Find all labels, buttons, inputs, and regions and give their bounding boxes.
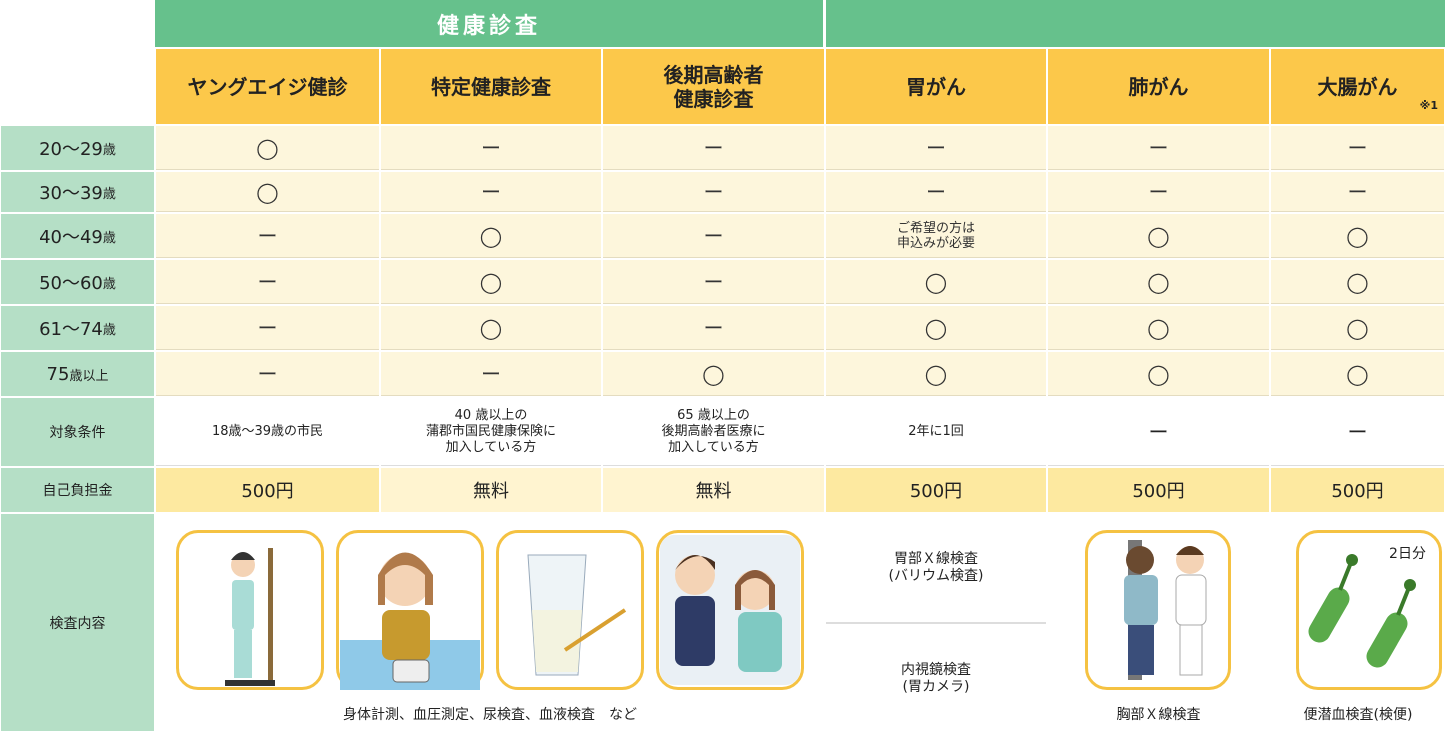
row-label: 50〜60 歳 xyxy=(1,260,154,304)
caption: 身体計測、血圧測定、尿検査、血液検査 など xyxy=(343,707,637,723)
cell: ◯ xyxy=(1048,260,1269,304)
cell: ◯ xyxy=(603,352,824,396)
cell: 無料 xyxy=(381,468,601,512)
age-unit: 歳 xyxy=(102,322,116,338)
age: 40〜49 xyxy=(39,227,103,248)
cell: ◯ xyxy=(1048,214,1269,258)
illustration xyxy=(1085,530,1231,690)
age-unit: 歳 xyxy=(102,230,116,246)
row-label: 75 歳以上 xyxy=(1,352,154,396)
cell: ◯ xyxy=(381,306,601,350)
row-label: 20〜29 歳 xyxy=(1,126,154,170)
cell: 18歳〜39歳の市民 xyxy=(156,398,379,466)
cell: ー xyxy=(1048,126,1269,170)
age-unit: 歳 xyxy=(102,142,116,158)
cell: ー xyxy=(826,172,1046,212)
stomach-endoscopy: 内視鏡検査 (胃カメラ) xyxy=(826,626,1046,731)
cell: ー xyxy=(826,126,1046,170)
group-header-blank xyxy=(826,0,1445,47)
row-label: 自己負担金 xyxy=(1,468,154,512)
row-label: 61〜74 歳 xyxy=(1,306,154,350)
column-header: 胃がん xyxy=(826,49,1046,124)
illustration xyxy=(656,530,804,690)
cell: ◯ xyxy=(1271,306,1444,350)
cell: ー xyxy=(1048,398,1269,466)
cell: ー xyxy=(603,214,824,258)
age: 30〜39 xyxy=(39,183,103,204)
age: 61〜74 xyxy=(39,319,103,340)
cell: ◯ xyxy=(1048,306,1269,350)
age-unit: 歳 xyxy=(102,186,116,202)
column-header: ヤングエイジ健診 xyxy=(156,49,379,124)
cell: ー xyxy=(603,260,824,304)
cell: 40 歳以上の 蒲郡市国民健康保険に 加入している方 xyxy=(381,398,601,466)
illustration xyxy=(496,530,644,690)
cell: ー xyxy=(381,172,601,212)
cell: ◯ xyxy=(156,172,379,212)
cell: 500円 xyxy=(1048,468,1269,512)
row-label: 40〜49 歳 xyxy=(1,214,154,258)
stomach-xray: 胃部Ｘ線検査 (バリウム検査) xyxy=(826,514,1046,624)
cell: ー xyxy=(1271,126,1444,170)
cell: ー xyxy=(603,306,824,350)
illustration xyxy=(336,530,484,690)
cell: 500円 xyxy=(826,468,1046,512)
cell: ー xyxy=(1271,398,1444,466)
column-header: 大腸がん ※1 xyxy=(1271,49,1444,124)
cell: ー xyxy=(381,126,601,170)
caption: 便潜血検査(検便) xyxy=(1303,707,1413,723)
cell: 無料 xyxy=(603,468,824,512)
row-label: 検査内容 xyxy=(1,514,154,731)
cell: ◯ xyxy=(826,260,1046,304)
age: 20〜29 xyxy=(39,139,103,160)
cell: 2年に1回 xyxy=(826,398,1046,466)
cell: ー xyxy=(603,126,824,170)
cell: ー xyxy=(1048,172,1269,212)
cell: 65 歳以上の 後期高齢者医療に 加入している方 xyxy=(603,398,824,466)
cell: ◯ xyxy=(381,214,601,258)
cell: ご希望の方は 申込みが必要 xyxy=(826,214,1046,258)
caption: 胸部Ｘ線検査 xyxy=(1116,707,1201,723)
column-header: 後期高齢者 健康診査 xyxy=(603,49,824,124)
row-label: 30〜39 歳 xyxy=(1,172,154,212)
cell: ◯ xyxy=(826,352,1046,396)
column-header: 肺がん xyxy=(1048,49,1269,124)
cell: ー xyxy=(156,260,379,304)
cell: ◯ xyxy=(1271,352,1444,396)
cell: ー xyxy=(603,172,824,212)
cell: ー xyxy=(381,352,601,396)
note: ※1 xyxy=(1419,99,1438,112)
illustration xyxy=(176,530,324,690)
cell: 500円 xyxy=(156,468,379,512)
cell: ー xyxy=(1271,172,1444,212)
cell: 500円 xyxy=(1271,468,1444,512)
row-label: 対象条件 xyxy=(1,398,154,466)
cell: ◯ xyxy=(1271,214,1444,258)
cell: ◯ xyxy=(826,306,1046,350)
group-header: 健康診査 xyxy=(155,0,823,47)
cell: ー xyxy=(156,306,379,350)
colon-days: 2日分 xyxy=(1389,546,1426,562)
cell: ◯ xyxy=(1271,260,1444,304)
age: 50〜60 xyxy=(39,273,103,294)
cell: ◯ xyxy=(381,260,601,304)
cell: ◯ xyxy=(1048,352,1269,396)
age: 75 xyxy=(46,363,70,385)
column-header: 特定健康診査 xyxy=(381,49,601,124)
cell: ー xyxy=(156,214,379,258)
cell: ◯ xyxy=(156,126,379,170)
age-unit: 歳以上 xyxy=(69,368,109,384)
age-unit: 歳 xyxy=(102,276,116,292)
cell: ー xyxy=(156,352,379,396)
